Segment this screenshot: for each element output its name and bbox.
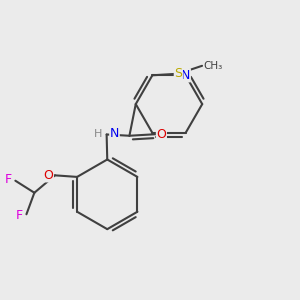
Text: F: F	[5, 173, 12, 186]
Text: H: H	[94, 129, 103, 139]
Text: O: O	[44, 169, 53, 182]
Text: N: N	[110, 128, 119, 140]
Text: N: N	[181, 69, 190, 82]
Text: F: F	[16, 209, 23, 222]
Text: O: O	[157, 128, 166, 141]
Text: S: S	[174, 67, 182, 80]
Text: CH₃: CH₃	[204, 61, 223, 71]
